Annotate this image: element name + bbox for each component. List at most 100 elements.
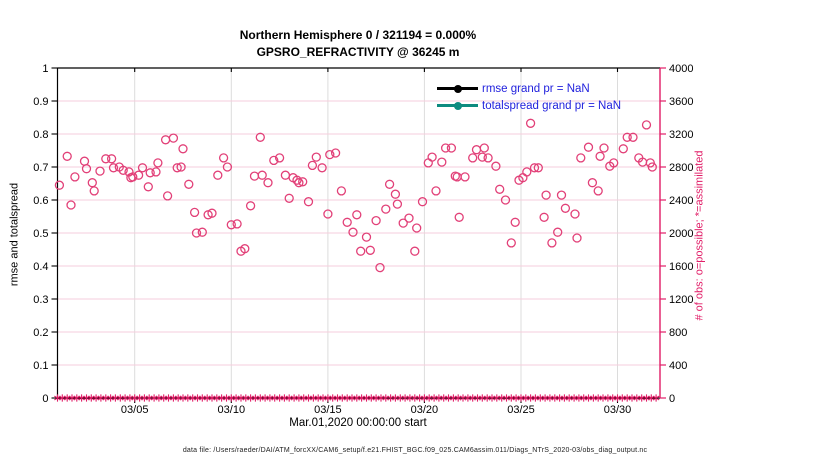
possible-circle-marker: [471, 145, 482, 155]
possible-circle-marker: [440, 143, 451, 153]
possible-circle-marker: [541, 190, 551, 200]
right-tick-label: 800: [669, 327, 687, 339]
left-axis-label: rmse and totalspread: [8, 182, 21, 287]
possible-circle-marker: [483, 153, 493, 163]
possible-circle-marker: [529, 163, 540, 173]
rmse-dot-marker: [454, 84, 462, 93]
possible-circle-marker: [381, 204, 391, 214]
possible-circle-marker: [160, 135, 171, 145]
totalspread-line-sample: [437, 101, 478, 110]
legend-label-rmse: rmse grand pr = NaN: [482, 82, 590, 95]
left-tick-label: 0: [42, 393, 48, 405]
possible-circle-marker: [352, 210, 362, 220]
possible-circle-marker: [547, 238, 557, 248]
possible-circle-marker: [609, 158, 619, 168]
possible-circle-marker: [479, 143, 489, 153]
possible-circle-marker: [87, 178, 97, 188]
possible-circle-marker: [336, 186, 347, 196]
possible-circle-marker: [348, 227, 358, 237]
possible-circle-marker: [398, 218, 408, 228]
possible-circle-marker: [128, 172, 138, 182]
possible-circle-marker: [133, 170, 144, 180]
possible-circle-marker: [298, 177, 308, 187]
chart-title-line1: Northern Hemisphere 0 / 321194 = 0.000%: [239, 28, 477, 42]
possible-circle-marker: [510, 217, 520, 227]
possible-circle-marker: [622, 132, 632, 142]
possible-circle-marker: [145, 168, 155, 178]
possible-circle-marker: [460, 172, 470, 182]
data-file-caption: data file: /Users/raeder/DAI/ATM_forcXX/…: [182, 447, 648, 454]
possible-circle-marker: [222, 162, 233, 172]
possible-circle-marker: [184, 179, 194, 189]
possible-circle-marker: [410, 246, 420, 256]
possible-circle-marker: [249, 171, 260, 181]
possible-circle-marker: [361, 232, 372, 242]
possible-circle-marker: [153, 158, 163, 168]
possible-circle-marker: [371, 215, 381, 226]
possible-circle-marker: [70, 172, 80, 182]
possible-circle-marker: [375, 262, 385, 273]
possible-circle-marker: [168, 133, 179, 143]
chart-title-line2: GPSRO_REFRACTIVITY @ 36245 m: [256, 45, 460, 59]
possible-circle-marker: [178, 144, 188, 154]
possible-circle-marker: [118, 165, 128, 175]
possible-circle-marker: [595, 151, 605, 161]
possible-circle-marker: [533, 163, 543, 173]
possible-circle-marker: [423, 158, 433, 168]
possible-circle-marker: [162, 191, 173, 201]
possible-circle-marker: [593, 186, 603, 196]
possible-circle-marker: [384, 179, 395, 189]
possible-circle-marker: [303, 197, 314, 207]
possible-circle-marker: [412, 223, 422, 233]
x-tick-label: 03/25: [507, 404, 535, 416]
possible-circle-marker: [506, 238, 516, 248]
possible-circle-marker: [218, 153, 229, 163]
possible-circle-marker: [172, 163, 182, 173]
rmse-line-sample: [437, 84, 478, 93]
right-tick-label: 1600: [669, 261, 693, 273]
possible-circle-marker: [330, 148, 341, 158]
possible-circle-marker: [468, 153, 478, 163]
possible-circle-marker: [417, 197, 428, 207]
x-tick-label: 03/10: [218, 404, 246, 416]
possible-circle-marker: [54, 180, 65, 190]
left-tick-label: 0.5: [33, 228, 48, 240]
possible-circle-marker: [618, 144, 628, 154]
possible-circle-marker: [583, 142, 594, 152]
possible-circle-marker: [437, 157, 447, 167]
possible-circle-marker: [257, 170, 267, 180]
right-tick-label: 0: [669, 393, 675, 405]
left-tick-label: 1: [42, 63, 48, 75]
possible-circle-marker: [106, 154, 117, 164]
possible-circle-marker: [647, 162, 657, 172]
possible-circle-marker: [197, 227, 207, 237]
possible-circle-marker: [269, 155, 279, 166]
right-tick-label: 3600: [669, 96, 693, 108]
left-tick-label: 0.6: [33, 195, 48, 207]
right-tick-label: 3200: [669, 129, 693, 141]
right-tick-label: 400: [669, 360, 687, 372]
x-tick-label: 03/20: [411, 404, 439, 416]
possible-circle-marker: [491, 161, 501, 171]
assimilated-asterisk-markers: [54, 394, 660, 402]
possible-circle-marker: [356, 246, 366, 256]
possible-circle-marker: [213, 170, 223, 180]
possible-circle-marker: [431, 186, 441, 196]
possible-circle-marker: [477, 152, 487, 162]
possible-circle-marker: [207, 208, 217, 218]
right-tick-label: 2000: [669, 228, 693, 240]
possible-circle-marker: [556, 190, 567, 200]
possible-circle-marker: [151, 167, 161, 177]
right-tick-label: 2400: [669, 195, 693, 207]
possible-circle-marker: [560, 203, 571, 213]
possible-circle-marker: [191, 228, 202, 238]
possible-circle-marker: [240, 244, 250, 254]
possible-circle-marker: [342, 217, 352, 227]
right-tick-label: 2800: [669, 162, 693, 174]
possible-circle-marker: [500, 195, 511, 205]
possible-circle-marker: [81, 164, 92, 174]
possible-circle-marker: [62, 151, 72, 161]
x-tick-label: 03/30: [604, 404, 632, 416]
